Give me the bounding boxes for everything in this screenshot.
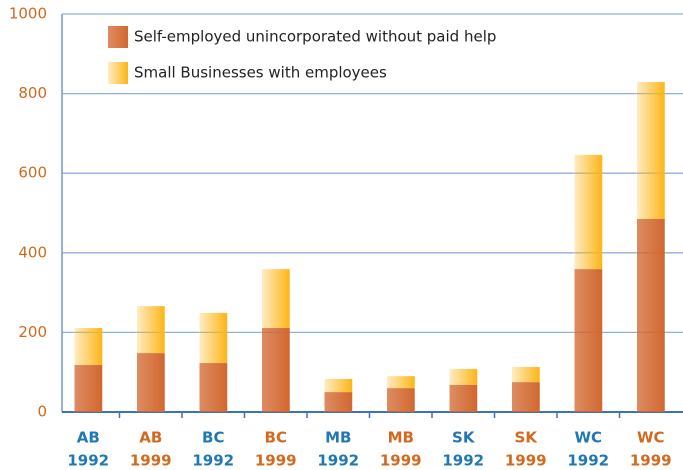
- y-tick-label: 400: [18, 243, 47, 261]
- x-tick-label: SK: [452, 429, 476, 447]
- x-tick-label: 1992: [192, 452, 234, 470]
- bar-segment: [574, 154, 603, 270]
- bar-segment: [261, 328, 290, 412]
- bar-segment: [511, 367, 540, 383]
- x-tick-label: BC: [265, 429, 287, 447]
- x-tick-label: 1999: [130, 452, 172, 470]
- bar-segment: [386, 388, 415, 412]
- y-tick-label: 1000: [9, 5, 47, 23]
- y-tick-label: 200: [18, 323, 47, 341]
- x-tick-label: MB: [388, 429, 414, 447]
- bar-segment: [261, 269, 290, 329]
- bar-segment: [199, 312, 228, 364]
- x-tick-label: WC: [574, 429, 602, 447]
- x-tick-label: 1992: [317, 452, 359, 470]
- x-tick-label: MB: [325, 429, 351, 447]
- bar-segment: [511, 382, 540, 412]
- bar-segment: [136, 353, 165, 412]
- x-tick-label: AB: [139, 429, 162, 447]
- x-tick-label: WC: [637, 429, 665, 447]
- y-tick-label: 800: [18, 84, 47, 102]
- y-tick-label: 0: [37, 403, 47, 421]
- legend-swatch: [108, 26, 128, 48]
- x-tick-label: 1992: [442, 452, 484, 470]
- x-tick-label: BC: [202, 429, 224, 447]
- x-tick-label: 1999: [505, 452, 547, 470]
- y-tick-label: 600: [18, 164, 47, 182]
- x-tick-label: SK: [515, 429, 539, 447]
- x-tick-label: 1992: [67, 452, 109, 470]
- bar-segment: [324, 378, 353, 393]
- legend-swatch: [108, 62, 128, 84]
- bar-segment: [74, 365, 103, 412]
- bar-segment: [449, 369, 478, 385]
- bar-segment: [636, 82, 665, 219]
- bar-segment: [386, 376, 415, 389]
- bar-segment: [199, 363, 228, 412]
- bar-segment: [574, 269, 603, 412]
- bar-segment: [74, 328, 103, 366]
- x-tick-label: 1992: [567, 452, 609, 470]
- x-tick-label: AB: [77, 429, 100, 447]
- x-tick-label: 1999: [630, 452, 672, 470]
- bar-segment: [324, 392, 353, 412]
- bar-segment: [449, 384, 478, 412]
- legend-label: Self-employed unincorporated without pai…: [134, 28, 496, 46]
- bar-segment: [136, 306, 165, 354]
- x-tick-label: 1999: [380, 452, 422, 470]
- bar-segment: [636, 218, 665, 412]
- legend-label: Small Businesses with employees: [134, 64, 387, 82]
- x-tick-label: 1999: [255, 452, 297, 470]
